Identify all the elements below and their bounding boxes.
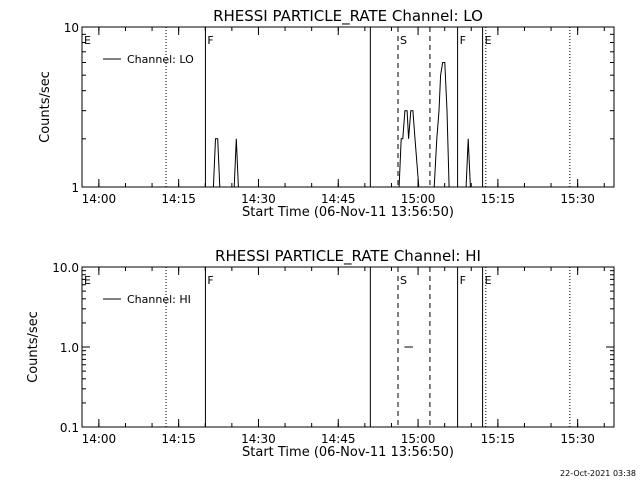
series-line [212, 138, 221, 188]
x-tick-label: 14:45 [321, 432, 356, 446]
x-tick-label: 14:15 [161, 192, 196, 206]
x-tick-label: 15:00 [401, 432, 436, 446]
event-marker-label: E [84, 34, 91, 47]
x-tick-label: 14:30 [241, 192, 276, 206]
x-tick-label: 14:00 [82, 432, 117, 446]
event-marker-label: F [207, 274, 213, 287]
x-tick-label: 15:30 [560, 192, 595, 206]
x-tick-label: 15:00 [401, 192, 436, 206]
y-axis-label: Counts/sec [38, 71, 53, 143]
event-marker-label: F [460, 34, 466, 47]
event-marker-label: E [485, 34, 492, 47]
plot-frame [81, 266, 615, 428]
series-line [398, 110, 420, 188]
x-tick-label: 15:15 [481, 432, 516, 446]
x-tick-label: 14:45 [321, 192, 356, 206]
y-tick-label: 0.1 [60, 421, 79, 435]
chart-panel-lo: RHESSI PARTICLE_RATE Channel: LOE F S F E14:… [38, 7, 615, 220]
series-line [233, 138, 239, 188]
x-tick-label: 14:15 [161, 432, 196, 446]
event-marker-label: F [460, 274, 466, 287]
event-marker-label: F [207, 34, 213, 47]
event-marker-label: E [485, 274, 492, 287]
y-axis-label: Counts/sec [26, 311, 41, 383]
y-tick-label: 10.0 [52, 261, 79, 275]
chart-title: RHESSI PARTICLE_RATE Channel: LO [213, 7, 483, 26]
x-tick-label: 15:15 [481, 192, 516, 206]
x-tick-label: 14:00 [82, 192, 117, 206]
legend-label: Channel: LO [127, 53, 194, 66]
event-marker-label: E [84, 274, 91, 287]
plot-frame [81, 26, 615, 188]
series-line [433, 62, 450, 188]
chart-panel-hi: RHESSI PARTICLE_RATE Channel: HI E F S F E 14:… [26, 247, 615, 460]
y-tick-label: 10 [64, 21, 79, 35]
chart-title: RHESSI PARTICLE_RATE Channel: HI [215, 247, 481, 266]
y-tick-label: 1.0 [60, 341, 79, 355]
event-marker-label: S [400, 274, 407, 287]
footer-timestamp: 22-Oct-2021 03:38 [560, 469, 636, 478]
y-tick-label: 1 [71, 181, 79, 195]
series-line [465, 138, 471, 188]
legend-label: Channel: HI [127, 293, 191, 306]
x-axis-label: Start Time (06-Nov-11 13:56:50) [242, 205, 454, 220]
x-axis-label: Start Time (06-Nov-11 13:56:50) [242, 445, 454, 460]
x-tick-label: 14:30 [241, 432, 276, 446]
x-tick-label: 15:30 [560, 432, 595, 446]
event-marker-label: S [400, 34, 407, 47]
